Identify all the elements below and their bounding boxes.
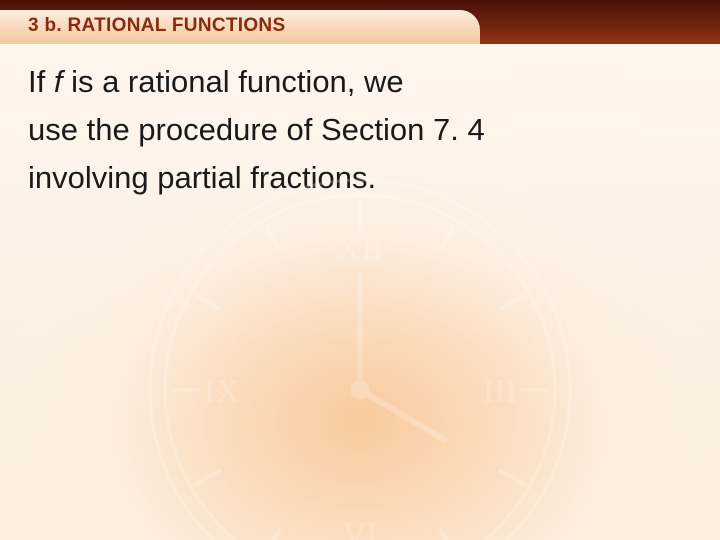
slide-title: 3 b. RATIONAL FUNCTIONS <box>28 15 285 37</box>
svg-text:III: III <box>483 373 517 410</box>
svg-text:VI: VI <box>342 516 378 540</box>
slide-body: If f is a rational function, we use the … <box>28 58 668 202</box>
svg-text:XII: XII <box>336 231 383 268</box>
body-line-3: involving partial fractions. <box>28 154 668 202</box>
body-text-fragment: If <box>28 64 54 99</box>
clock-watermark: XII III VI IX <box>130 160 590 540</box>
body-line-2: use the procedure of Section 7. 4 <box>28 106 668 154</box>
body-text-fragment: is a rational function, we <box>62 64 403 99</box>
body-line-1: If f is a rational function, we <box>28 58 668 106</box>
slide: 3 b. RATIONAL FUNCTIONS If f is a ration… <box>0 0 720 540</box>
svg-text:IX: IX <box>204 373 240 410</box>
